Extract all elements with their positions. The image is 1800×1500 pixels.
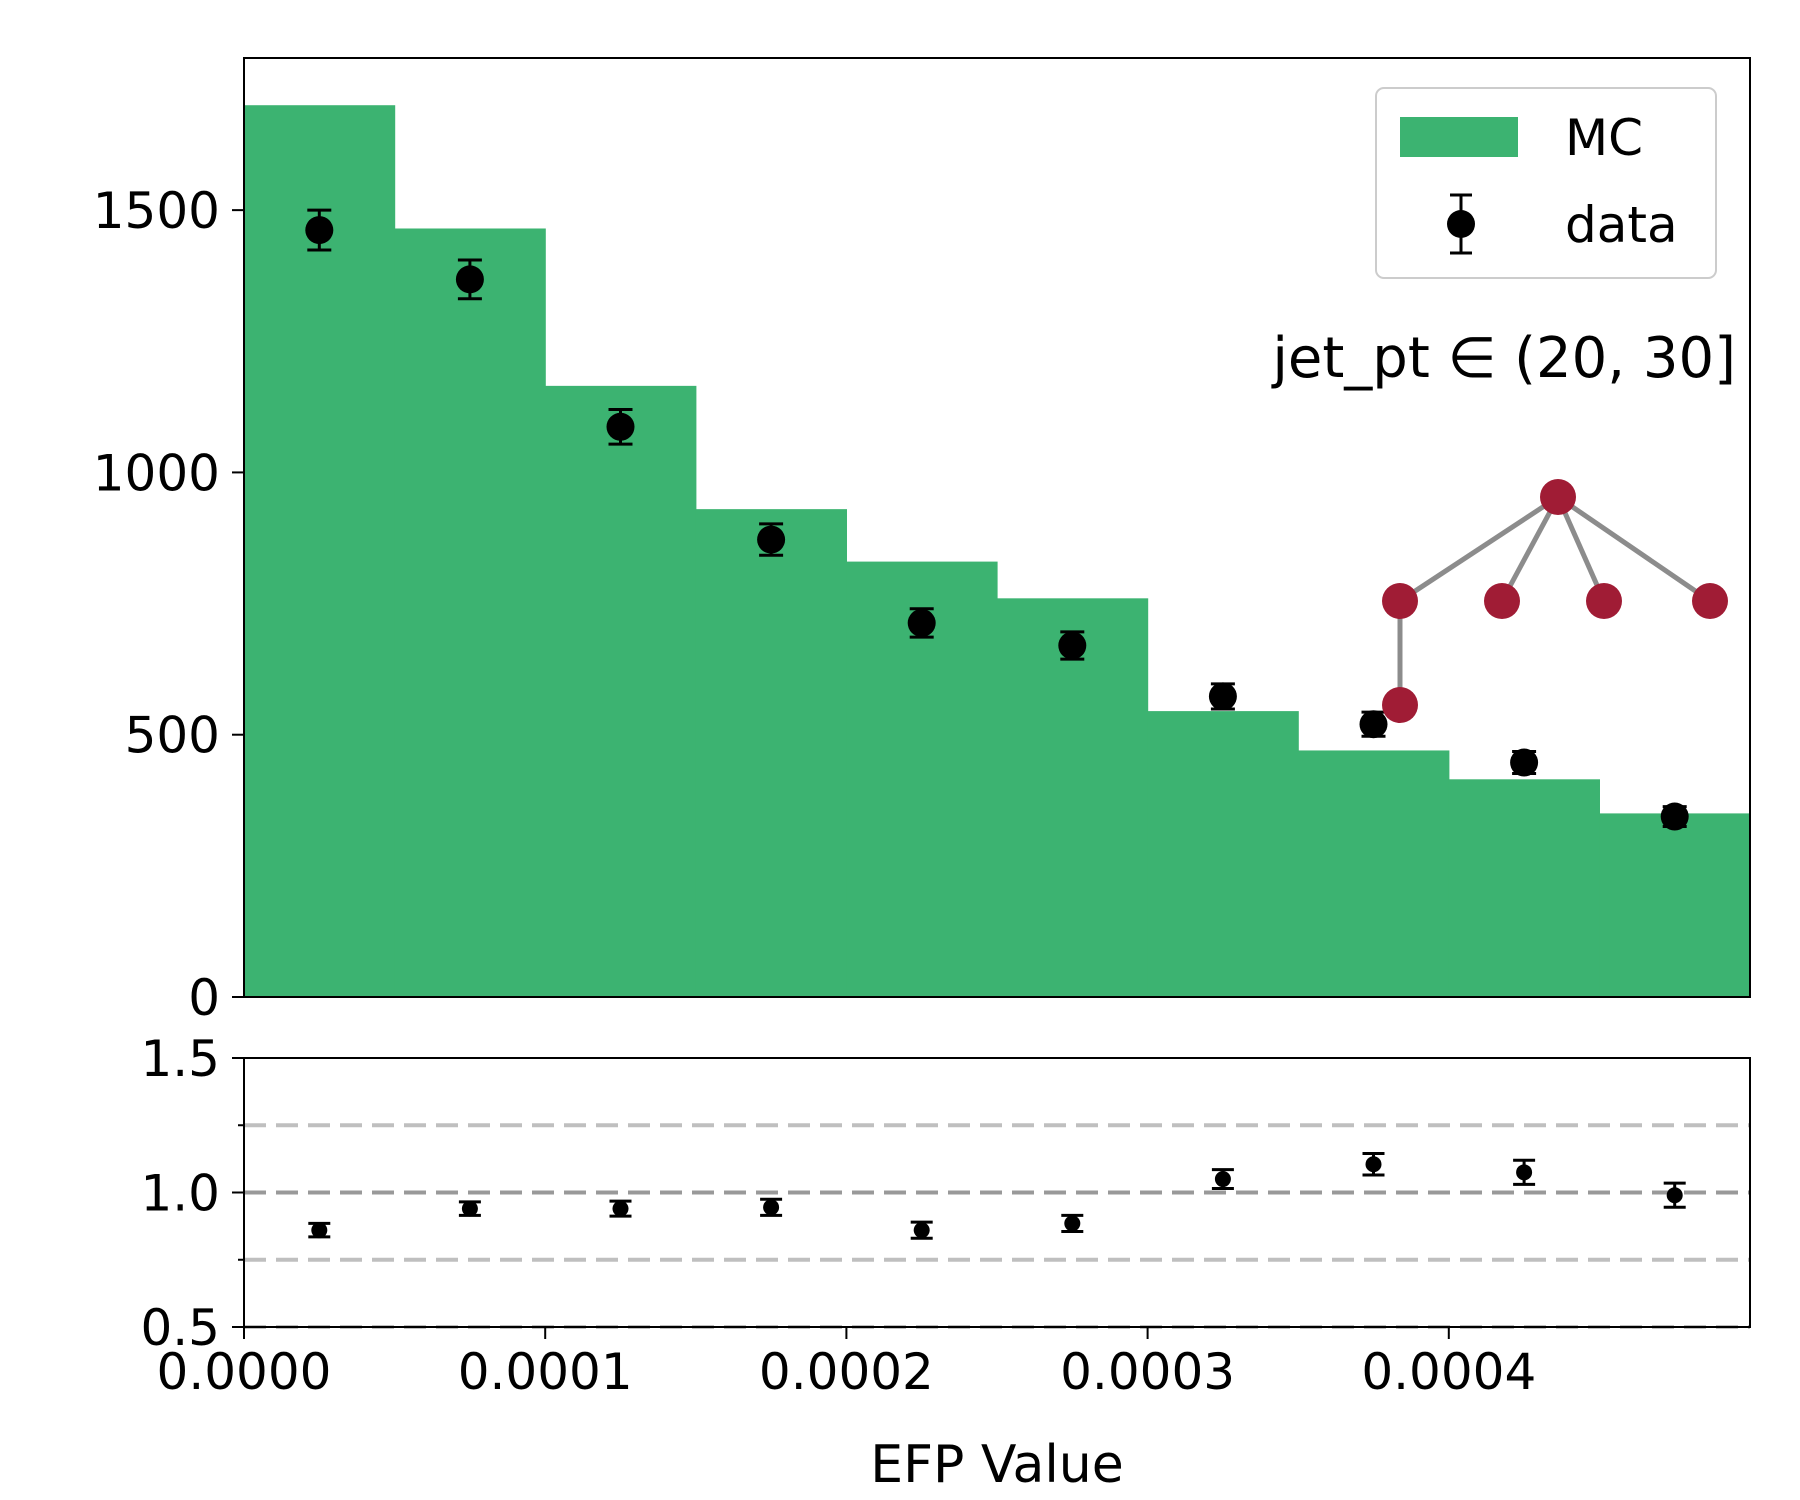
x-axis-label: EFP Value: [870, 1435, 1123, 1495]
data-marker: [1058, 631, 1087, 660]
efp-graph-inset: [1382, 479, 1728, 723]
data-point: [1058, 630, 1087, 661]
main-y-axis: 0 500 1000 1500: [93, 182, 244, 1027]
ratio-reference-lines: [244, 1123, 1750, 1329]
data-point: [907, 607, 936, 639]
data-point: [1208, 682, 1237, 711]
ratio-point: [1362, 1151, 1385, 1177]
data-marker: [907, 608, 936, 637]
data-point: [606, 407, 635, 446]
x-tick-label: 0.0003: [1060, 1343, 1235, 1401]
y-tick-label: 1.0: [140, 1165, 220, 1223]
x-axis: 0.0000 0.0001 0.0002 0.0003 0.0004: [157, 1327, 1536, 1401]
y-tick-label: 500: [125, 707, 220, 765]
ratio-point: [1513, 1158, 1536, 1186]
ratio-point: [1211, 1168, 1234, 1190]
graph-edge: [1556, 494, 1712, 604]
x-tick-label: 0.0004: [1361, 1343, 1536, 1401]
graph-node: [1382, 583, 1418, 619]
ratio-point: [308, 1221, 331, 1239]
data-marker: [461, 1200, 478, 1217]
data-marker: [1365, 1156, 1382, 1173]
y-tick-label: 0: [188, 969, 220, 1027]
data-marker: [757, 525, 786, 554]
mc-histogram: [244, 105, 1751, 998]
data-marker: [1660, 802, 1689, 831]
graph-edge: [1555, 495, 1607, 603]
data-point: [1510, 748, 1539, 777]
mc-bin: [1599, 813, 1751, 997]
data-marker: [763, 1199, 780, 1216]
legend: MC data: [1375, 87, 1717, 279]
data-marker: [606, 412, 635, 441]
y-tick-label: 1500: [93, 182, 220, 240]
main-plot-frame: [243, 57, 1751, 998]
data-marker: [311, 1222, 328, 1239]
jet-pt-annotation: jet_pt ∈ (20, 30]: [1270, 326, 1736, 391]
graph-edge: [1499, 495, 1561, 603]
x-tick-label: 0.0002: [759, 1343, 934, 1401]
ratio-point: [910, 1220, 933, 1240]
data-points: [305, 208, 1689, 831]
ratio-point: [458, 1200, 481, 1217]
data-marker: [1064, 1215, 1081, 1232]
main-panel: 0 500 1000 1500 MC data jet_pt ∈ (20, 30]: [93, 57, 1751, 1027]
ratio-point: [1061, 1213, 1084, 1234]
mc-bin: [545, 385, 697, 997]
data-marker: [1510, 748, 1539, 777]
mc-bin: [695, 509, 847, 997]
data-marker: [1208, 682, 1237, 711]
data-marker: [612, 1200, 629, 1217]
legend-data-label: data: [1565, 196, 1678, 254]
legend-data-marker: [1447, 193, 1475, 255]
ratio-point: [1663, 1181, 1686, 1209]
data-marker: [305, 216, 334, 245]
y-tick-label: 1.5: [140, 1030, 220, 1088]
mc-bin: [244, 105, 396, 998]
mc-bin: [997, 598, 1149, 997]
mc-bin: [1147, 711, 1299, 997]
data-point: [757, 522, 786, 557]
legend-mc-label: MC: [1565, 109, 1643, 167]
graph-node: [1382, 687, 1418, 723]
data-marker: [455, 265, 484, 294]
data-point: [455, 258, 484, 301]
y-tick-label: 0.5: [140, 1299, 220, 1357]
data-point: [1359, 710, 1388, 739]
data-point: [1660, 802, 1689, 831]
graph-node: [1484, 583, 1520, 619]
graph-node: [1540, 479, 1576, 515]
y-tick-label: 1000: [93, 444, 220, 502]
data-marker: [913, 1222, 930, 1239]
graph-node: [1692, 583, 1728, 619]
ratio-y-axis: 0.5 1.0 1.5: [140, 1030, 244, 1357]
data-marker: [1214, 1171, 1231, 1188]
ratio-point: [609, 1199, 632, 1218]
ratio-point: [760, 1197, 783, 1217]
data-marker: [1516, 1164, 1533, 1181]
graph-edge: [1398, 494, 1560, 604]
ratio-points: [308, 1151, 1686, 1240]
mc-bin: [394, 228, 546, 997]
data-marker: [1359, 710, 1388, 739]
ratio-panel: 0.5 1.0 1.5 0.0000 0.0001 0.0002 0.0003 0.0004…: [140, 1030, 1751, 1495]
mc-bin: [1448, 779, 1600, 997]
x-tick-label: 0.0001: [458, 1343, 633, 1401]
legend-mc-swatch: [1400, 117, 1518, 157]
x-tick-label: 0.0000: [157, 1343, 332, 1401]
graph-node: [1586, 583, 1622, 619]
data-marker: [1666, 1187, 1683, 1204]
mc-bin: [1298, 750, 1450, 997]
data-point: [305, 208, 334, 252]
